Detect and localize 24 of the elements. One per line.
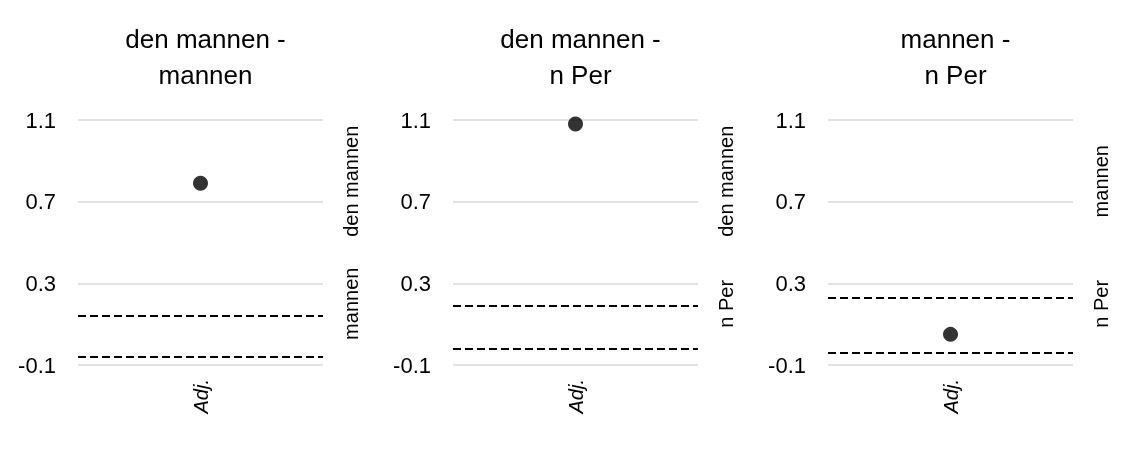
text: den mannen xyxy=(340,125,362,237)
y-tick-label: -0.1 xyxy=(768,352,806,378)
x-tick-label: Adj. xyxy=(564,379,587,415)
text: n Per xyxy=(715,279,737,328)
text: mannen xyxy=(340,267,362,340)
y-tick-label: 0.3 xyxy=(25,270,56,296)
y-tick-label: 0.3 xyxy=(400,270,431,296)
chart-title: den mannen - n Per xyxy=(500,24,661,90)
text: n Per xyxy=(1090,279,1112,328)
y-tick-label: 0.3 xyxy=(775,270,806,296)
text: mannen xyxy=(1090,145,1112,218)
chart-title: mannen - n Per xyxy=(900,24,1011,90)
y-tick-label: 1.1 xyxy=(400,107,431,133)
y-tick-label: 1.1 xyxy=(25,107,56,133)
y-tick-label: -0.1 xyxy=(393,352,431,378)
y-tick-label: 0.7 xyxy=(400,189,431,215)
y-tick-label: -0.1 xyxy=(18,352,56,378)
chart-title: den mannen - mannen xyxy=(125,24,286,90)
x-tick-label: Adj. xyxy=(939,379,962,415)
y-tick-label: 1.1 xyxy=(775,107,806,133)
y-tick-label: 0.7 xyxy=(25,189,56,215)
x-tick-label: Adj. xyxy=(189,379,212,415)
y-tick-label: 0.7 xyxy=(775,189,806,215)
text: den mannen xyxy=(715,125,737,237)
